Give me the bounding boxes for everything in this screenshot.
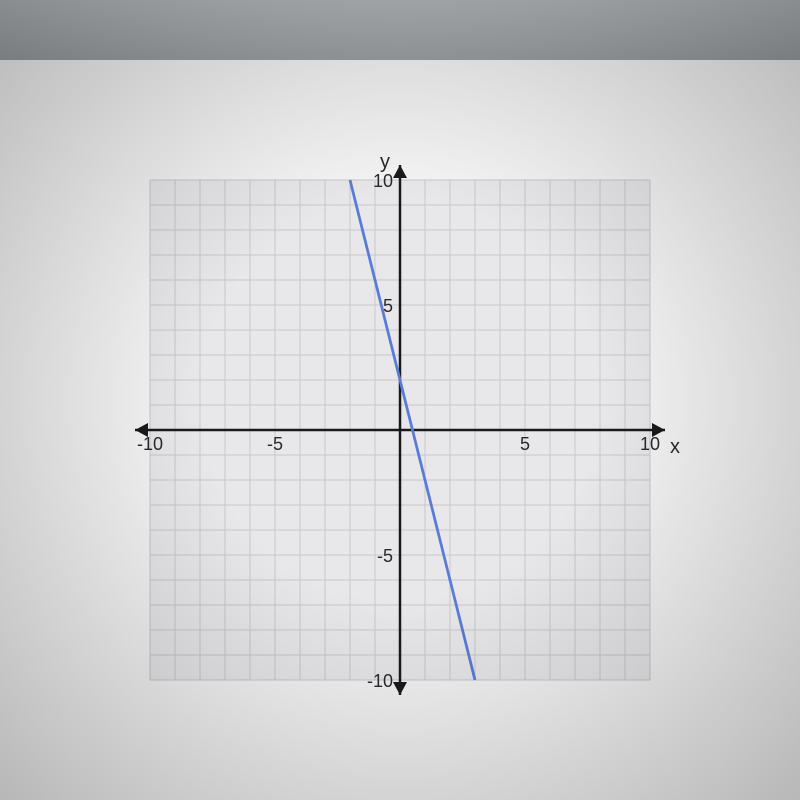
page-content: -10 -5 5 10 10 5 -5 -10 x y (0, 60, 800, 800)
y-axis-arrow-down (393, 682, 407, 695)
window-top-bar (0, 0, 800, 60)
y-tick-5: 5 (383, 296, 393, 316)
y-axis-arrow-up (393, 165, 407, 178)
x-tick-neg10: -10 (137, 434, 163, 454)
y-tick-neg5: -5 (377, 546, 393, 566)
x-tick-10: 10 (640, 434, 660, 454)
y-axis-label: y (380, 151, 390, 173)
y-tick-10: 10 (373, 171, 393, 191)
graph-svg: -10 -5 5 10 10 5 -5 -10 x y (120, 150, 680, 710)
x-axis-label: x (670, 436, 680, 458)
x-tick-5: 5 (520, 434, 530, 454)
x-tick-neg5: -5 (267, 434, 283, 454)
coordinate-graph: -10 -5 5 10 10 5 -5 -10 x y (120, 150, 680, 710)
y-tick-neg10: -10 (367, 671, 393, 691)
